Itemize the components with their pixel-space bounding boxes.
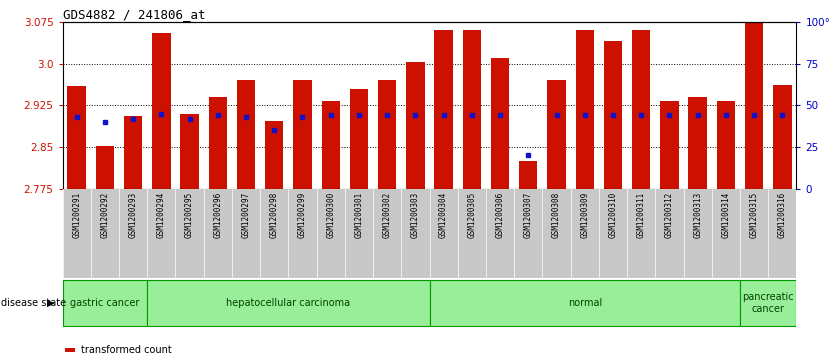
Text: GSM1200298: GSM1200298 xyxy=(269,191,279,238)
Text: GSM1200305: GSM1200305 xyxy=(467,191,476,238)
Text: GSM1200312: GSM1200312 xyxy=(665,191,674,238)
Bar xyxy=(152,33,170,189)
Bar xyxy=(68,86,86,189)
Text: GSM1200309: GSM1200309 xyxy=(580,191,590,238)
Text: GSM1200299: GSM1200299 xyxy=(298,191,307,238)
Text: GSM1200307: GSM1200307 xyxy=(524,191,533,238)
Bar xyxy=(745,11,763,189)
Bar xyxy=(519,161,537,189)
Bar xyxy=(265,121,284,189)
Bar xyxy=(604,41,622,189)
Bar xyxy=(716,101,735,189)
Text: GSM1200314: GSM1200314 xyxy=(721,191,731,238)
Text: ▶: ▶ xyxy=(47,298,54,308)
Text: hepatocellular carcinoma: hepatocellular carcinoma xyxy=(226,298,350,308)
Bar xyxy=(124,117,143,189)
Bar xyxy=(430,280,740,326)
Text: GSM1200291: GSM1200291 xyxy=(73,191,81,238)
Text: GSM1200302: GSM1200302 xyxy=(383,191,392,238)
Bar xyxy=(180,114,198,189)
Bar xyxy=(378,80,396,189)
Bar xyxy=(632,30,651,189)
Bar xyxy=(740,280,796,326)
Bar xyxy=(96,146,114,189)
Text: transformed count: transformed count xyxy=(81,345,172,355)
Bar xyxy=(148,280,430,326)
Bar xyxy=(64,348,75,352)
Bar xyxy=(294,80,312,189)
Text: GSM1200313: GSM1200313 xyxy=(693,191,702,238)
Text: GSM1200297: GSM1200297 xyxy=(242,191,250,238)
Text: GSM1200301: GSM1200301 xyxy=(354,191,364,238)
Bar xyxy=(406,62,425,189)
Bar xyxy=(689,97,707,189)
Bar xyxy=(322,101,340,189)
Text: GSM1200300: GSM1200300 xyxy=(326,191,335,238)
Bar xyxy=(237,80,255,189)
Text: GSM1200308: GSM1200308 xyxy=(552,191,561,238)
Bar xyxy=(349,89,368,189)
Bar xyxy=(575,30,594,189)
Bar xyxy=(547,80,565,189)
Bar xyxy=(773,85,791,189)
Bar xyxy=(463,30,481,189)
Text: GSM1200295: GSM1200295 xyxy=(185,191,194,238)
Bar xyxy=(208,97,227,189)
Text: GSM1200316: GSM1200316 xyxy=(778,191,786,238)
Bar xyxy=(63,280,148,326)
Text: GSM1200294: GSM1200294 xyxy=(157,191,166,238)
Text: disease state: disease state xyxy=(1,298,66,308)
Text: GSM1200293: GSM1200293 xyxy=(128,191,138,238)
Text: GSM1200304: GSM1200304 xyxy=(440,191,448,238)
Text: normal: normal xyxy=(568,298,602,308)
Text: GSM1200310: GSM1200310 xyxy=(609,191,617,238)
Text: GDS4882 / 241806_at: GDS4882 / 241806_at xyxy=(63,8,205,21)
Text: gastric cancer: gastric cancer xyxy=(70,298,139,308)
Text: GSM1200296: GSM1200296 xyxy=(214,191,223,238)
Text: GSM1200306: GSM1200306 xyxy=(495,191,505,238)
Text: GSM1200292: GSM1200292 xyxy=(100,191,109,238)
Text: GSM1200315: GSM1200315 xyxy=(750,191,759,238)
Bar xyxy=(661,101,679,189)
Text: GSM1200303: GSM1200303 xyxy=(411,191,420,238)
Text: GSM1200311: GSM1200311 xyxy=(636,191,646,238)
Bar xyxy=(491,58,510,189)
Bar xyxy=(435,30,453,189)
Text: pancreatic
cancer: pancreatic cancer xyxy=(742,292,794,314)
